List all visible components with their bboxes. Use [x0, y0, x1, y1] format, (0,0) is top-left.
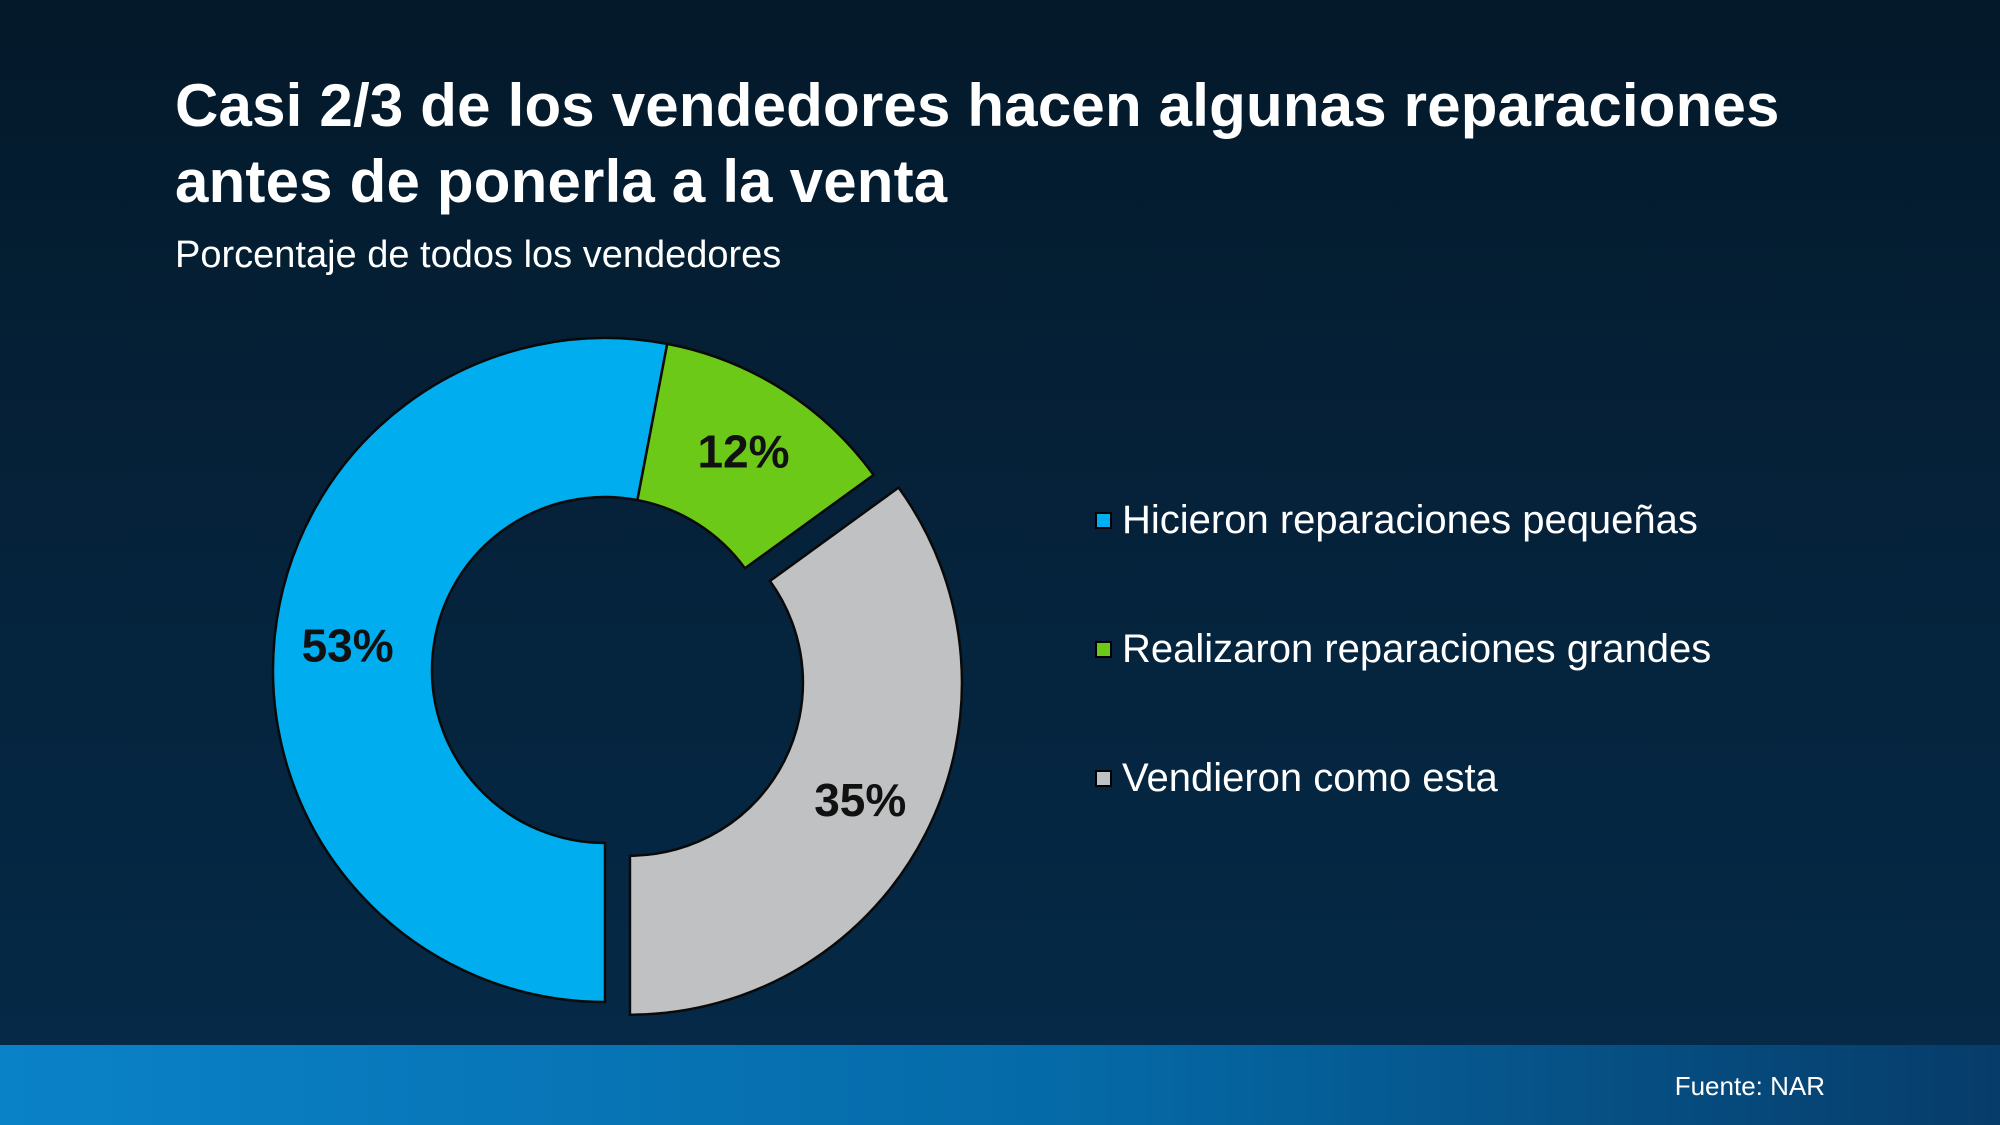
legend-swatch-2 [1095, 640, 1112, 658]
legend-label-3: Vendieron como esta [1122, 756, 1498, 800]
donut-slice-2 [635, 342, 876, 571]
legend-item-2: Realizaron reparaciones grandes [1095, 624, 1711, 674]
source-note: Fuente: NAR [1674, 1071, 1825, 1101]
chart-subtitle: Porcentaje de todos los vendedores [175, 234, 782, 276]
legend-label-2: Realizaron reparaciones grandes [1122, 627, 1712, 671]
donut-slice-3 [628, 485, 964, 1016]
chart-title: Casi 2/3 de los vendedores hacen algunas… [175, 72, 1780, 215]
donut-data-label-1: 53% [302, 620, 394, 672]
legend-item-3: Vendieron como esta [1095, 753, 1498, 803]
legend-swatch-3 [1095, 769, 1112, 787]
donut-data-label-2: 12% [697, 426, 789, 478]
footer-bar: Fuente: NAR [0, 1045, 2000, 1125]
donut-slice-1 [271, 336, 669, 1004]
legend-label-1: Hicieron reparaciones pequeñas [1122, 498, 1698, 542]
donut-data-label-3: 35% [814, 774, 906, 826]
legend-item-1: Hicieron reparaciones pequeñas [1095, 495, 1698, 545]
legend-swatch-1 [1095, 511, 1112, 529]
